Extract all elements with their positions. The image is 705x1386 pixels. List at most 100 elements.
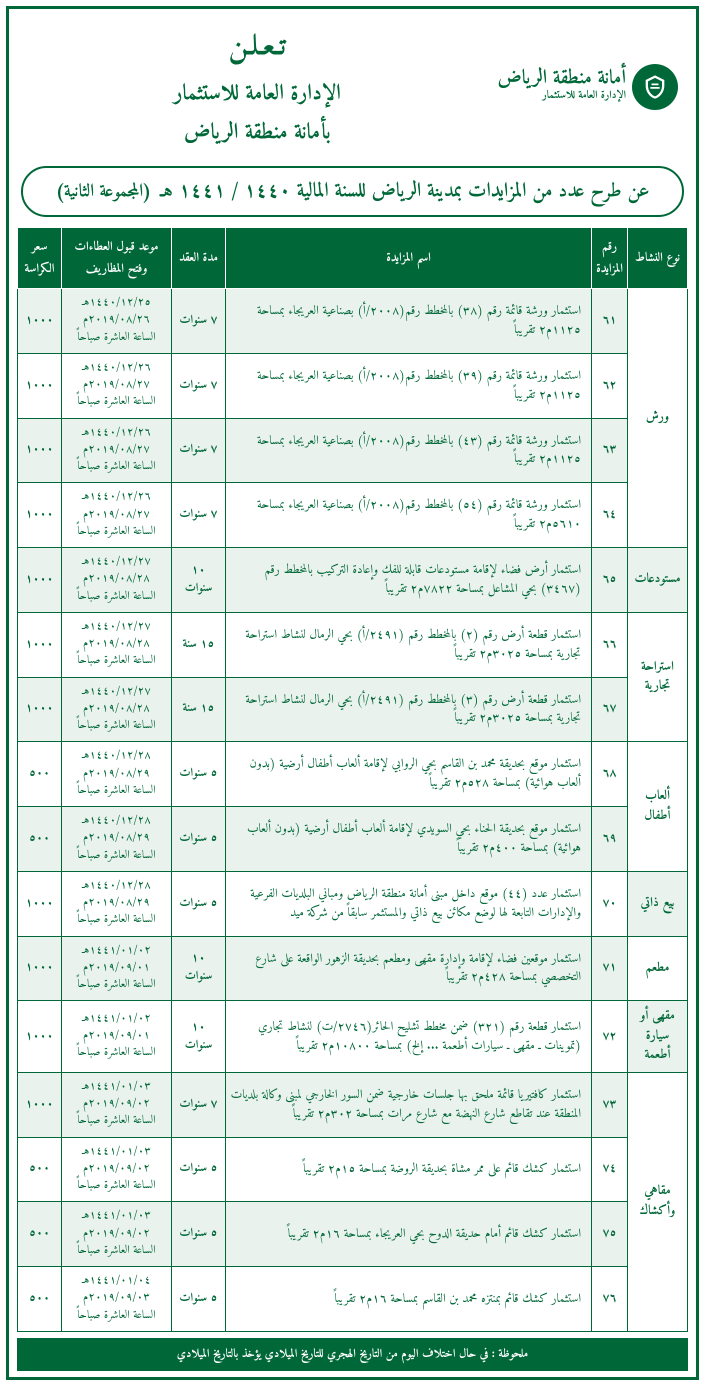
submission-date: ١٤٤٠/١٢/٢٧هـ٢٠١٩/٠٨/٢٨مالساعة العاشرة صب… <box>62 612 172 677</box>
table-row: ٦٧استثمار قطعة أرض رقم (٣) بالمخطط رقم (… <box>18 677 688 742</box>
submission-date: ١٤٤٠/١٢/٢٨هـ٢٠١٩/٠٨/٢٩مالساعة العاشرة صب… <box>62 742 172 807</box>
activity-cell: ألعاب أطفال <box>628 742 688 872</box>
document-price: ١٠٠٠ <box>18 677 62 742</box>
auction-number: ٧٥ <box>592 1202 628 1267</box>
logo-text: أمانة منطقة الرياض الإدارة العامة للاستث… <box>498 69 626 103</box>
document-price: ٥٠٠ <box>18 1202 62 1267</box>
activity-cell: مستودعات <box>628 548 688 613</box>
col-date: موعد قبول العطاءات وفتح المظاريف <box>62 228 172 289</box>
auction-number: ٦٤ <box>592 483 628 548</box>
table-row: ٧٤استثمار كشك قائم على ممر مشاة بحديقة ا… <box>18 1137 688 1202</box>
announce-line2: الإدارة العامة للاستثمار <box>27 74 488 113</box>
submission-date: ١٤٤٠/١٢/٢٧هـ٢٠١٩/٠٨/٢٨مالساعة العاشرة صب… <box>62 548 172 613</box>
document-price: ١٠٠٠ <box>18 418 62 483</box>
submission-date: ١٤٤١/٠١/٠٢هـ٢٠١٩/٠٩/٠١مالساعة العاشرة صب… <box>62 936 172 1001</box>
contract-duration: ٥ سنوات <box>172 871 226 936</box>
submission-date: ١٤٤٠/١٢/٢٨هـ٢٠١٩/٠٨/٢٩مالساعة العاشرة صب… <box>62 871 172 936</box>
auction-number: ٧٢ <box>592 1001 628 1073</box>
table-row: بيع ذاتي٧٠استثمار عدد (٤٤) موقع داخل مبن… <box>18 871 688 936</box>
subtitle-main: عن طرح عدد من المزايدات بمدينة الرياض لل… <box>160 174 649 209</box>
contract-duration: ٧ سنوات <box>172 418 226 483</box>
activity-cell: مقهى أو سيارة أطعمة <box>628 1001 688 1073</box>
submission-date: ١٤٤١/٠١/٠٣هـ٢٠١٩/٠٩/٠٢مالساعة العاشرة صب… <box>62 1072 172 1137</box>
col-duration: مدة العقد <box>172 228 226 289</box>
document-price: ١٠٠٠ <box>18 289 62 354</box>
logo-icon <box>632 64 678 110</box>
table-row: ٦٣استثمار ورشة قائمة رقم (٤٣) بالمخطط رق… <box>18 418 688 483</box>
table-row: ٧٦استثمار كشك قائم بمنتزه محمد بن القاسم… <box>18 1267 688 1332</box>
document-price: ١٠٠٠ <box>18 548 62 613</box>
auction-number: ٧١ <box>592 936 628 1001</box>
auction-number: ٦٥ <box>592 548 628 613</box>
table-row: ألعاب أطفال٦٨استثمار موقع بحديقة محمد بن… <box>18 742 688 807</box>
col-name: اسم المزايدة <box>226 228 592 289</box>
footer-note: ملحوظة : في حال اختلاف اليوم من التاريخ … <box>17 1338 688 1371</box>
submission-date: ١٤٤٠/١٢/٢٧هـ٢٠١٩/٠٨/٢٨مالساعة العاشرة صب… <box>62 677 172 742</box>
activity-cell: مطعم <box>628 936 688 1001</box>
document-price: ١٠٠٠ <box>18 483 62 548</box>
auction-name: استثمار ورشة قائمة رقم (٥٤) بالمخطط رقم(… <box>226 483 592 548</box>
table-row: ٦٤استثمار ورشة قائمة رقم (٥٤) بالمخطط رق… <box>18 483 688 548</box>
auction-number: ٦٢ <box>592 353 628 418</box>
table-row: مستودعات٦٥استثمار أرض فضاء لإقامة مستودع… <box>18 548 688 613</box>
document-price: ١٠٠٠ <box>18 353 62 418</box>
contract-duration: ٧ سنوات <box>172 1072 226 1137</box>
submission-date: ١٤٤١/٠١/٠٢هـ٢٠١٩/٠٩/٠١مالساعة العاشرة صب… <box>62 1001 172 1073</box>
activity-cell: ورش <box>628 289 688 548</box>
auction-number: ٦١ <box>592 289 628 354</box>
auction-name: استثمار ورشة قائمة رقم (٣٨) بالمخطط رقم(… <box>226 289 592 354</box>
auction-number: ٦٣ <box>592 418 628 483</box>
contract-duration: ٧ سنوات <box>172 353 226 418</box>
table-row: ٦٢استثمار ورشة قائمة رقم (٣٩) بالمخطط رق… <box>18 353 688 418</box>
table-row: ٦٩استثمار موقع بحديقة الحناء بحي السويدي… <box>18 807 688 872</box>
announce-line3: بأمانة منطقة الرياض <box>27 113 488 152</box>
auction-name: استثمار موقعين فضاء لإقامة وإدارة مقهى و… <box>226 936 592 1001</box>
col-price: سعر الكراسة <box>18 228 62 289</box>
auction-number: ٧٦ <box>592 1267 628 1332</box>
auction-name: استثمار عدد (٤٤) موقع داخل مبنى أمانة من… <box>226 871 592 936</box>
auction-number: ٧٤ <box>592 1137 628 1202</box>
contract-duration: ١٥ سنة <box>172 612 226 677</box>
auction-name: استثمار قطعة رقم (٣٢١) ضمن مخطط تشليح ال… <box>226 1001 592 1073</box>
auction-name: استثمار كشك قائم بمنتزه محمد بن القاسم ب… <box>226 1267 592 1332</box>
table-row: ورش٦١استثمار ورشة قائمة رقم (٣٨) بالمخطط… <box>18 289 688 354</box>
contract-duration: ١٠ سنوات <box>172 936 226 1001</box>
document-frame: أمانة منطقة الرياض الإدارة العامة للاستث… <box>6 6 699 1380</box>
auction-number: ٦٩ <box>592 807 628 872</box>
submission-date: ١٤٤١/٠١/٠٤هـ٢٠١٩/٠٩/٠٣مالساعة العاشرة صب… <box>62 1267 172 1332</box>
contract-duration: ١٠ سنوات <box>172 1001 226 1073</box>
col-activity: نوع النشاط <box>628 228 688 289</box>
auction-number: ٧٠ <box>592 871 628 936</box>
contract-duration: ٥ سنوات <box>172 1267 226 1332</box>
contract-duration: ٧ سنوات <box>172 289 226 354</box>
table-row: مقاهي وأكشاك٧٣استثمار كافتيريا قائمة ملح… <box>18 1072 688 1137</box>
document-price: ١٠٠٠ <box>18 1072 62 1137</box>
auction-name: استثمار كافتيريا قائمة ملحق بها جلسات خا… <box>226 1072 592 1137</box>
document-price: ١٠٠٠ <box>18 936 62 1001</box>
activity-cell: مقاهي وأكشاك <box>628 1072 688 1331</box>
auction-name: استثمار ورشة قائمة رقم (٣٩) بالمخطط رقم(… <box>226 353 592 418</box>
col-num: رقم المزايدة <box>592 228 628 289</box>
submission-date: ١٤٤٠/١٢/٢٨هـ٢٠١٩/٠٨/٢٩مالساعة العاشرة صب… <box>62 807 172 872</box>
submission-date: ١٤٤٠/١٢/٢٦هـ٢٠١٩/٠٨/٢٧مالساعة العاشرة صب… <box>62 353 172 418</box>
submission-date: ١٤٤٠/١٢/٢٦هـ٢٠١٩/٠٨/٢٧مالساعة العاشرة صب… <box>62 418 172 483</box>
activity-cell: بيع ذاتي <box>628 871 688 936</box>
table-row: مطعم٧١استثمار موقعين فضاء لإقامة وإدارة … <box>18 936 688 1001</box>
document-price: ٥٠٠ <box>18 807 62 872</box>
subtitle-paren: (المجموعة الثانية) <box>56 177 152 208</box>
document-price: ٥٠٠ <box>18 1137 62 1202</box>
document-price: ١٠٠٠ <box>18 871 62 936</box>
auction-name: استثمار ورشة قائمة رقم (٤٣) بالمخطط رقم(… <box>226 418 592 483</box>
table-row: استراحة تجارية٦٦استثمار قطعة أرض رقم (٢)… <box>18 612 688 677</box>
auction-name: استثمار قطعة أرض رقم (٢) بالمخطط رقم (٢٤… <box>226 612 592 677</box>
auction-name: استثمار قطعة أرض رقم (٣) بالمخطط رقم (٢٤… <box>226 677 592 742</box>
contract-duration: ١٠ سنوات <box>172 548 226 613</box>
auctions-table: نوع النشاط رقم المزايدة اسم المزايدة مدة… <box>17 227 688 1332</box>
logo-block: أمانة منطقة الرياض الإدارة العامة للاستث… <box>498 64 678 110</box>
announce-title: تـعـلـن الإدارة العامة للاستثمار بأمانة … <box>27 21 488 152</box>
auction-name: استثمار كشك قائم على ممر مشاة بحديقة الر… <box>226 1137 592 1202</box>
contract-duration: ٥ سنوات <box>172 1202 226 1267</box>
auction-number: ٦٧ <box>592 677 628 742</box>
document-price: ١٠٠٠ <box>18 1001 62 1073</box>
contract-duration: ٧ سنوات <box>172 483 226 548</box>
